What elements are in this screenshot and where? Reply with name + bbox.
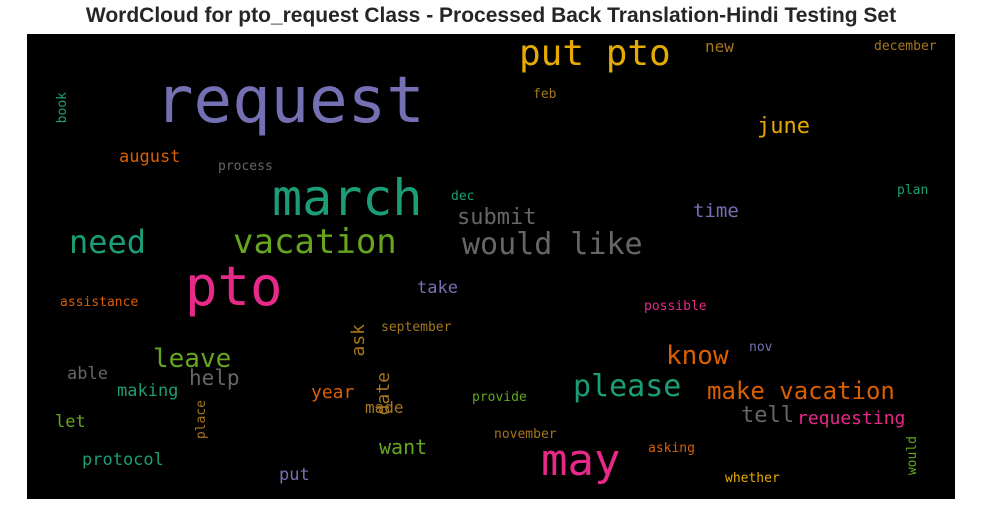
word-december: december bbox=[874, 39, 937, 54]
word-place: place bbox=[194, 400, 209, 440]
word-november: november bbox=[494, 427, 557, 442]
word-june: june bbox=[757, 114, 810, 139]
word-made: made bbox=[365, 398, 404, 417]
word-dec: dec bbox=[451, 189, 475, 204]
word-able: able bbox=[67, 364, 108, 384]
word-vacation: vacation bbox=[233, 222, 397, 262]
word-put-pto: put pto bbox=[519, 34, 671, 74]
word-would-like: would like bbox=[462, 227, 643, 262]
word-asking: asking bbox=[648, 441, 695, 456]
word-submit: submit bbox=[457, 205, 537, 230]
word-nov: nov bbox=[749, 340, 773, 355]
word-whether: whether bbox=[725, 471, 780, 486]
word-make-vacation: make vacation bbox=[707, 377, 895, 405]
word-making: making bbox=[117, 381, 179, 401]
wordcloud-canvas: request put pto march pto vacation may would l… bbox=[27, 34, 955, 499]
word-march: march bbox=[272, 169, 423, 227]
word-take: take bbox=[417, 278, 458, 298]
word-need: need bbox=[69, 223, 147, 261]
word-time: time bbox=[693, 200, 739, 222]
word-new: new bbox=[705, 37, 734, 56]
word-tell: tell bbox=[741, 403, 794, 428]
word-ask: ask bbox=[348, 324, 369, 357]
word-provide: provide bbox=[472, 390, 527, 405]
word-protocol: protocol bbox=[82, 450, 164, 470]
word-request: request bbox=[155, 64, 425, 138]
word-requesting: requesting bbox=[797, 408, 906, 429]
word-pto: pto bbox=[185, 255, 283, 318]
word-let: let bbox=[55, 412, 86, 432]
word-feb: feb bbox=[533, 87, 557, 102]
word-put: put bbox=[279, 465, 310, 485]
word-process: process bbox=[218, 159, 273, 174]
chart-title: WordCloud for pto_request Class - Proces… bbox=[85, 4, 897, 27]
word-please: please bbox=[573, 369, 682, 404]
word-year: year bbox=[311, 382, 355, 403]
word-want: want bbox=[379, 435, 428, 459]
word-book: book bbox=[55, 92, 70, 124]
word-know: know bbox=[666, 341, 729, 371]
word-plan: plan bbox=[897, 183, 929, 198]
word-august: august bbox=[119, 147, 181, 167]
word-possible: possible bbox=[644, 299, 707, 314]
word-would: would bbox=[905, 436, 920, 476]
word-september: september bbox=[381, 320, 452, 335]
word-leave: leave bbox=[153, 344, 232, 374]
word-help: help bbox=[189, 366, 240, 390]
word-may: may bbox=[541, 435, 621, 486]
word-assistance: assistance bbox=[60, 295, 139, 310]
